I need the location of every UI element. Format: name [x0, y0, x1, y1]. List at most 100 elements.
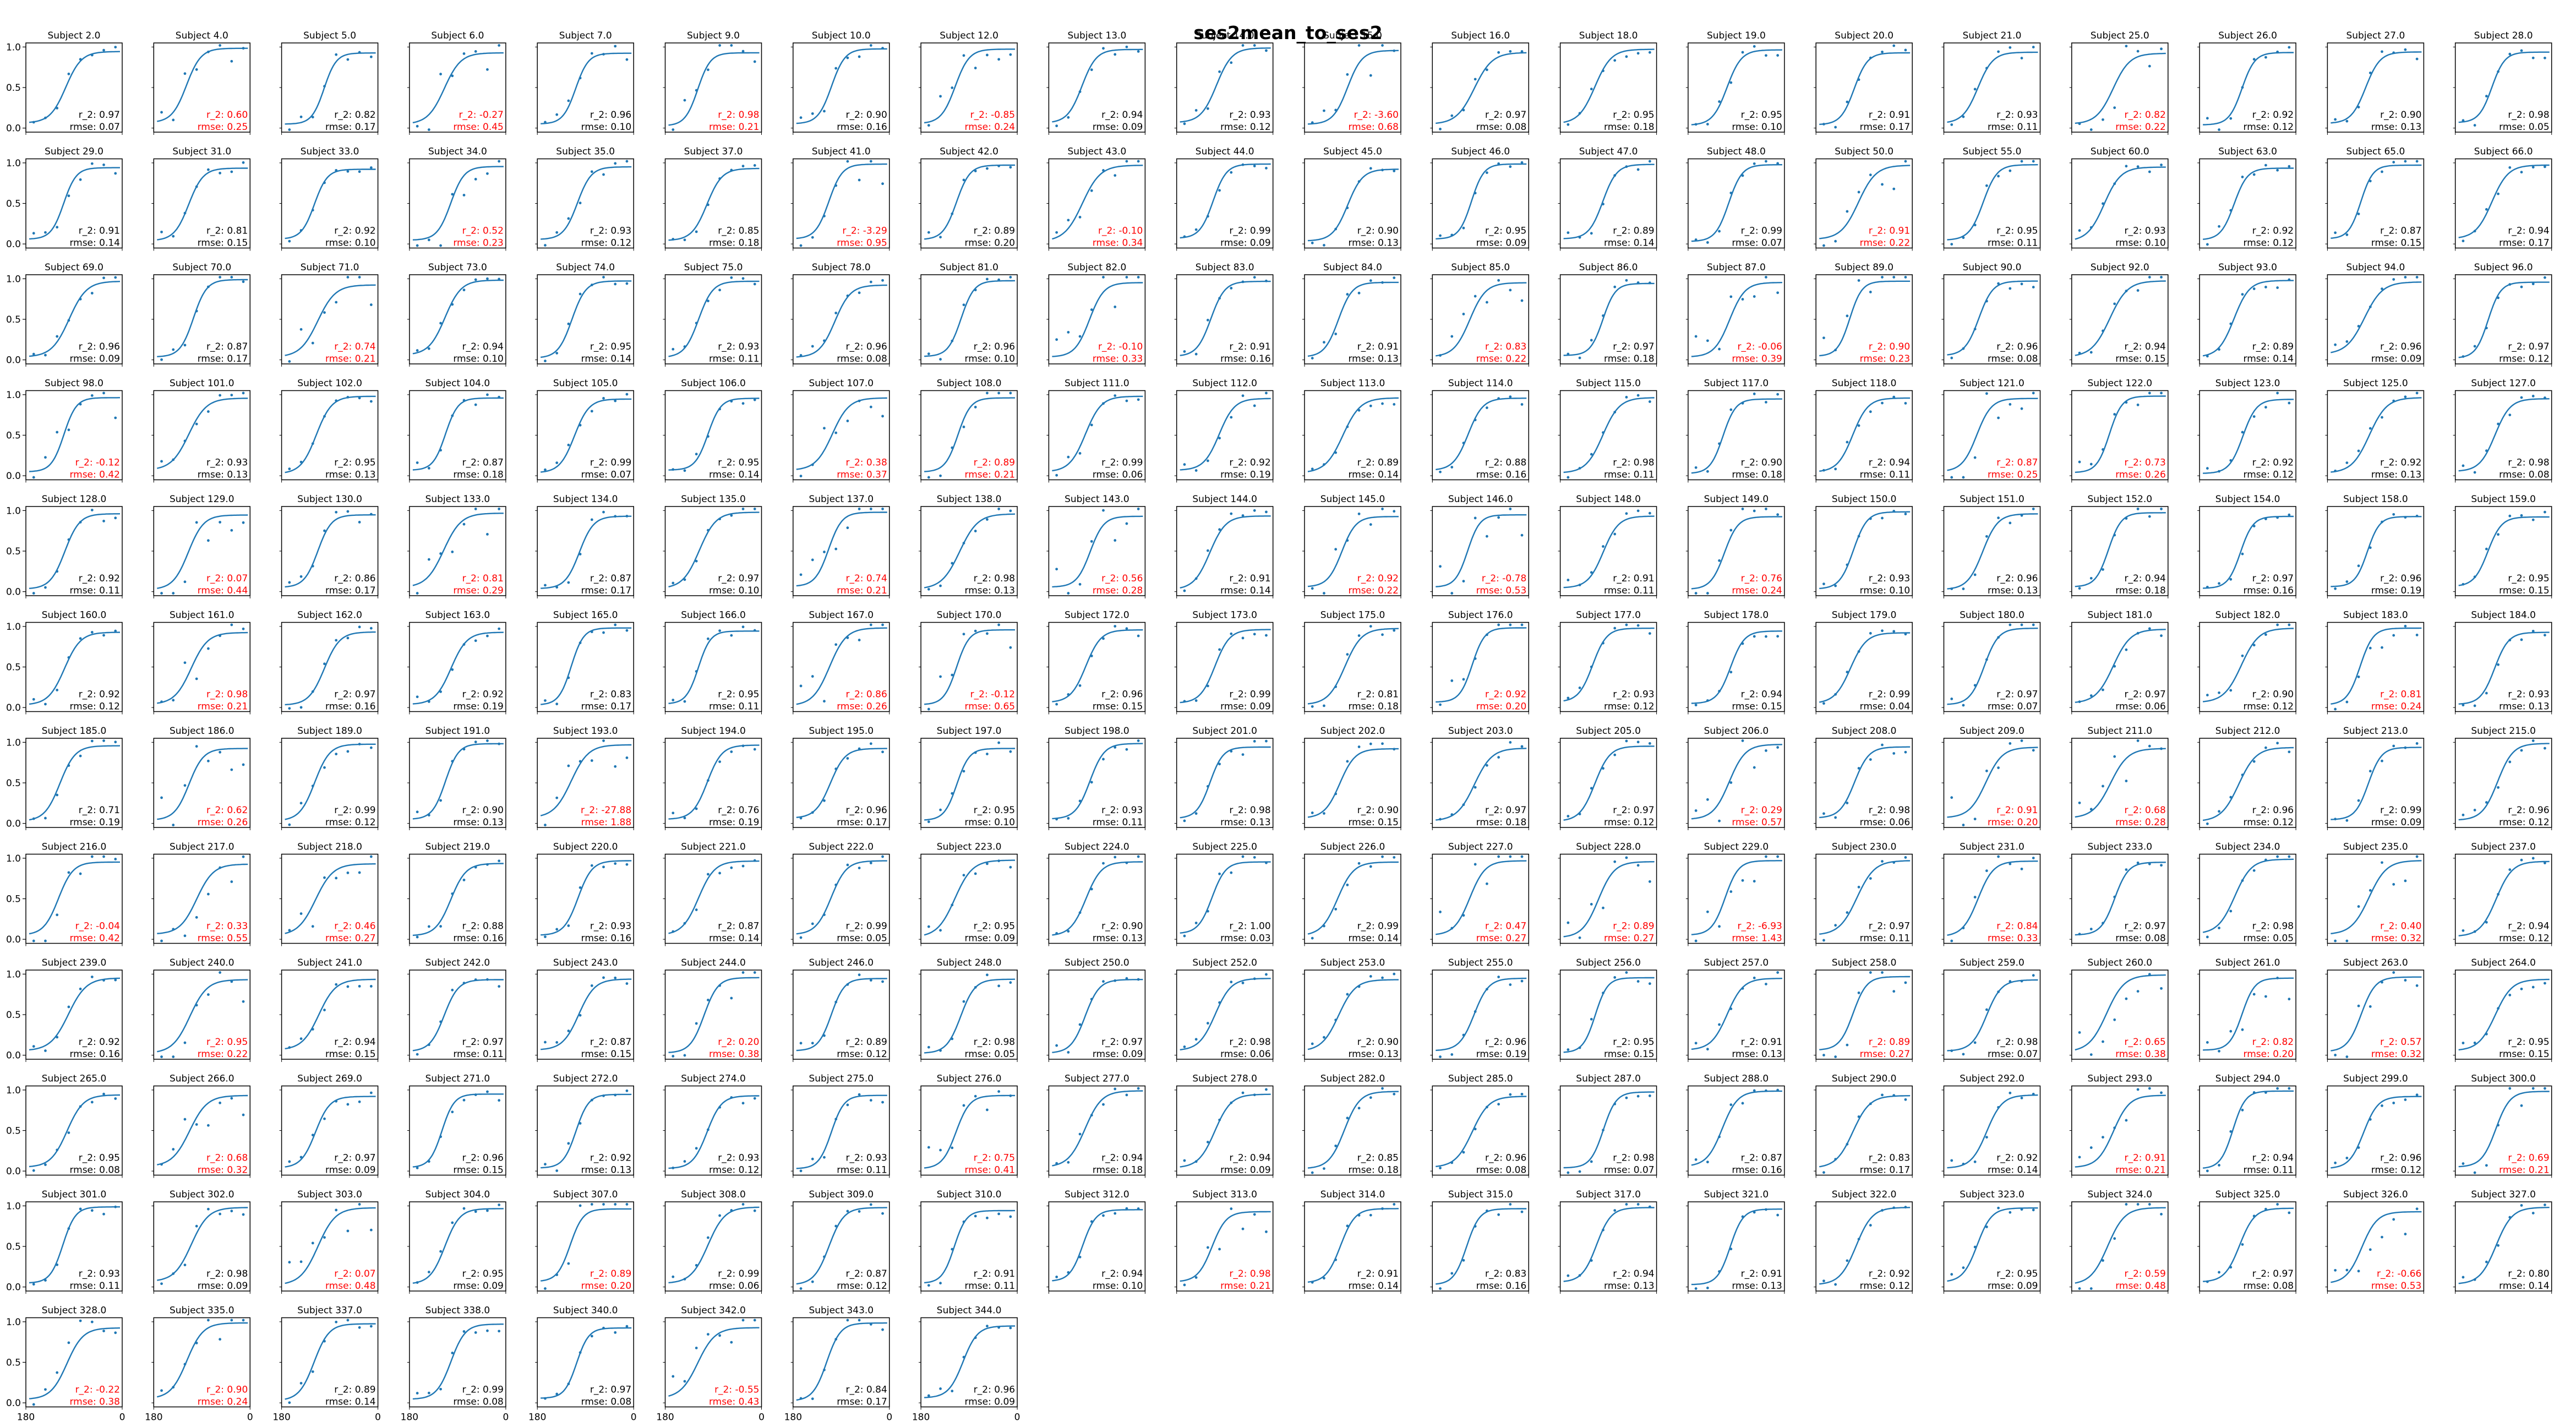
data-point [1694, 704, 1698, 707]
data-point [102, 48, 105, 52]
data-point [614, 1203, 617, 1206]
data-point [1706, 1048, 1709, 1051]
data-point [1904, 1206, 1907, 1209]
data-point [32, 232, 35, 235]
data-point [1230, 512, 1233, 515]
data-point [183, 1041, 187, 1044]
data-point [1323, 109, 1325, 112]
data-point [346, 985, 350, 988]
data-point [474, 740, 477, 744]
data-point [1625, 739, 1628, 743]
data-point [1393, 629, 1396, 632]
subplot-title: Subject 285.0 [1448, 1074, 1513, 1085]
subplot-title: Subject 335.0 [170, 1305, 234, 1316]
data-point [706, 1333, 710, 1336]
data-point [1067, 816, 1070, 820]
data-point [974, 406, 977, 409]
data-point [2264, 1091, 2267, 1094]
subplot-title: Subject 243.0 [553, 957, 618, 968]
fit-curve [157, 1322, 248, 1398]
rmse-label: rmse: 0.25 [198, 122, 248, 133]
fit-curve [285, 1207, 376, 1284]
data-point [974, 872, 977, 875]
data-point [683, 99, 686, 102]
data-point [1137, 50, 1140, 53]
r2-label: r_2: 0.94 [2252, 1153, 2294, 1164]
data-point [1950, 939, 1953, 943]
data-point [823, 700, 826, 703]
data-point [498, 742, 501, 745]
fit-curve [1819, 1095, 1911, 1168]
fit-curve [1691, 398, 1782, 474]
rmse-label: rmse: 0.26 [837, 701, 887, 712]
data-point [2473, 704, 2476, 707]
subplot-title: Subject 48.0 [1707, 146, 1766, 157]
fit-curve [1436, 52, 1527, 124]
data-point [544, 1287, 547, 1290]
data-point [602, 865, 605, 869]
data-point [498, 627, 501, 630]
y-tick-label: 0.5 [6, 314, 21, 325]
x-tick-label: 180 [656, 1412, 674, 1423]
fit-curve [1691, 282, 1782, 357]
data-point [2276, 742, 2279, 745]
data-point [2241, 86, 2244, 89]
data-point [672, 581, 675, 585]
data-point [1381, 402, 1384, 405]
subplot-title: Subject 176.0 [1448, 610, 1513, 621]
data-point [2381, 416, 2383, 419]
fit-curve [796, 860, 887, 935]
data-point [2404, 395, 2407, 399]
subplot-title: Subject 231.0 [1960, 842, 2024, 853]
data-point [1137, 978, 1140, 981]
data-point [1706, 798, 1709, 801]
data-point [1509, 395, 1512, 399]
data-point [2368, 179, 2372, 183]
r2-label: r_2: 0.97 [1613, 341, 1654, 352]
data-point [1183, 1283, 1186, 1287]
subplot-title: Subject 122.0 [2087, 378, 2152, 389]
data-point [299, 912, 303, 915]
rmse-label: rmse: 0.20 [965, 238, 1016, 249]
data-point [1509, 983, 1512, 986]
data-point [1985, 535, 1988, 538]
data-point [1834, 126, 1837, 129]
data-point [1486, 988, 1488, 991]
data-point [32, 1403, 35, 1406]
fit-curve [668, 630, 760, 704]
fit-curve [1691, 978, 1782, 1050]
data-point [474, 865, 477, 869]
data-point [2531, 518, 2535, 521]
subplot-title: Subject 301.0 [42, 1189, 107, 1200]
data-point [811, 236, 814, 239]
y-tick-label: 0.5 [6, 199, 21, 210]
data-point [706, 1128, 710, 1131]
data-point [2113, 106, 2116, 110]
data-point [2125, 401, 2128, 404]
data-point [2381, 981, 2383, 984]
data-point [706, 203, 710, 206]
r2-label: r_2: 0.71 [79, 805, 120, 816]
subplot-title: Subject 255.0 [1448, 957, 1513, 968]
data-point [1706, 592, 1709, 595]
data-point [1055, 1276, 1058, 1278]
r2-label: r_2: 0.96 [974, 1385, 1015, 1396]
data-point [1602, 1129, 1604, 1132]
fit-curve [1307, 1091, 1399, 1169]
data-point [1706, 339, 1709, 342]
fit-curve [29, 861, 120, 935]
data-point [695, 908, 698, 911]
data-point [1194, 228, 1198, 231]
r2-label: r_2: 0.92 [2252, 226, 2294, 237]
